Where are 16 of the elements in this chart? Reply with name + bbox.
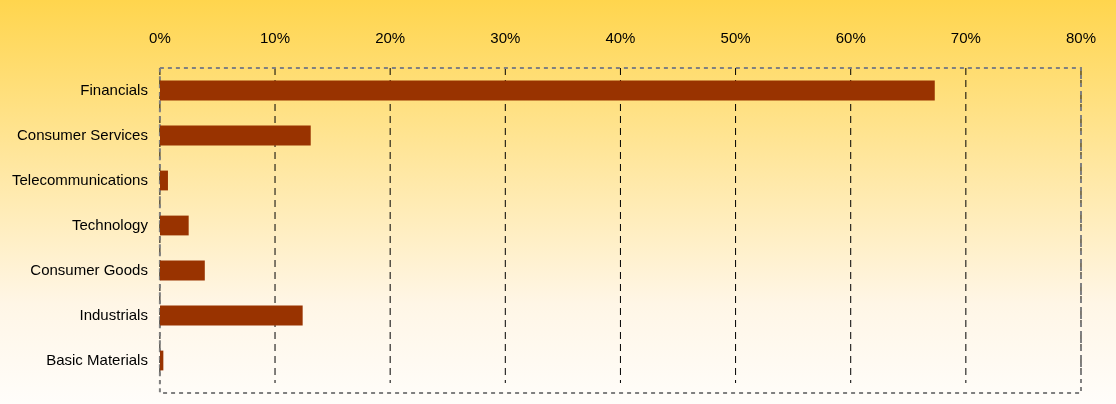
y-tick-label: Financials — [80, 80, 148, 98]
x-tick-label: 0% — [149, 29, 171, 47]
y-tick-label: Consumer Goods — [30, 260, 148, 278]
x-tick-label: 10% — [260, 29, 291, 47]
y-tick-label: Technology — [72, 215, 149, 233]
y-tick-label: Basic Materials — [46, 350, 148, 368]
y-tick-label: Industrials — [79, 305, 148, 323]
x-tick-label: 30% — [490, 29, 521, 47]
x-tick-label: 20% — [375, 29, 406, 47]
x-tick-label: 40% — [605, 29, 636, 47]
x-tick-label: 60% — [835, 29, 866, 47]
x-tick-label: 50% — [720, 29, 751, 47]
x-tick-label: 70% — [950, 29, 981, 47]
x-tick-label: 80% — [1065, 29, 1096, 47]
y-tick-label: Consumer Services — [17, 125, 148, 143]
y-tick-label: Telecommunications — [11, 170, 148, 188]
